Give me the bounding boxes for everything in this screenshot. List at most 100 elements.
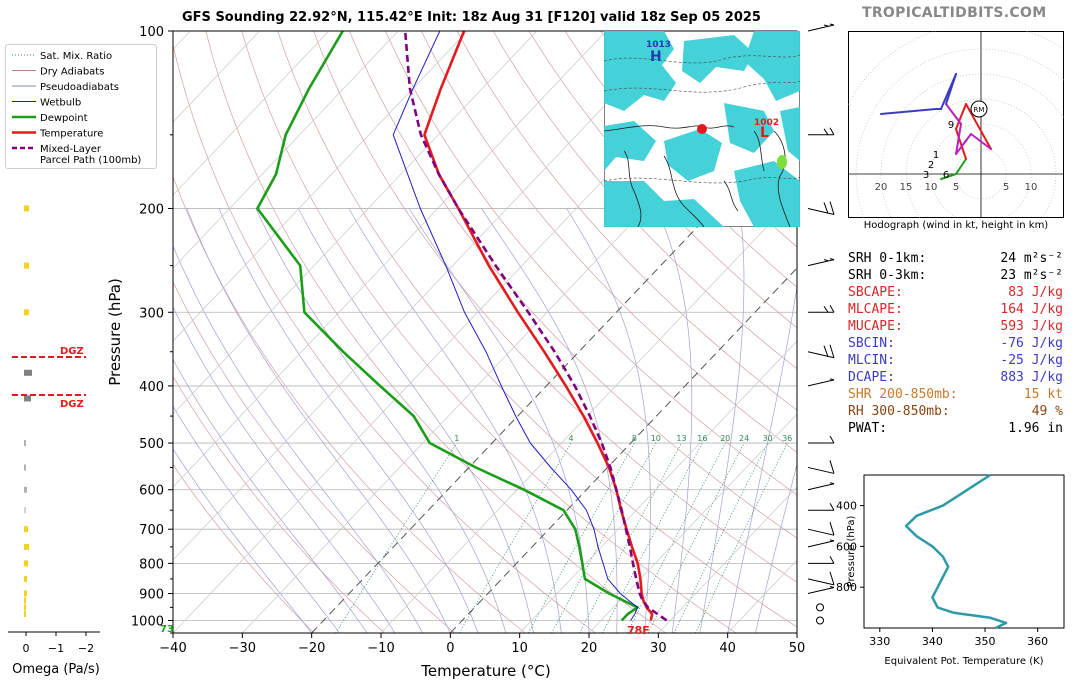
storm-motion-marker xyxy=(970,100,988,118)
wind-barb xyxy=(808,305,835,313)
stat-value: 1.96 in xyxy=(1008,421,1063,436)
plot-frame xyxy=(172,30,798,634)
coastlines xyxy=(604,125,791,227)
legend-label: Dewpoint xyxy=(40,113,88,124)
x-tick-label: 20 xyxy=(581,641,598,656)
hodograph-segment xyxy=(955,103,967,130)
theta-e-x-tick: 330 xyxy=(869,635,890,648)
stat-label: MUCAPE: xyxy=(848,319,903,334)
mixing-ratio-label: 8 xyxy=(632,434,637,443)
wind-barb xyxy=(807,482,835,491)
stat-label: SRH 0-3km: xyxy=(848,268,927,283)
low-pressure-value: 1002 xyxy=(754,118,779,128)
hodograph-segment xyxy=(965,103,992,150)
mixing-ratio-label: 36 xyxy=(782,434,792,443)
series-dewpoint xyxy=(256,31,639,622)
stat-label: SBCIN: xyxy=(848,336,895,351)
stat-label: RH 300-850mb: xyxy=(848,404,950,419)
dry-adiabat xyxy=(205,31,666,633)
isotherm xyxy=(173,31,607,488)
wind-barb xyxy=(807,571,835,586)
mixing-ratio-line xyxy=(647,442,745,633)
wind-barb xyxy=(807,201,835,215)
isotherm xyxy=(173,31,468,342)
x-tick-label: 0 xyxy=(446,641,454,656)
map-inset: 1013 H 1002 L xyxy=(604,31,800,227)
dry-adiabat xyxy=(564,31,797,288)
background-lines xyxy=(173,31,797,633)
pseudoadiabat xyxy=(656,208,693,633)
dry-adiabat xyxy=(173,463,315,633)
wind-barb xyxy=(807,344,835,359)
stat-value: 15 kt xyxy=(1023,387,1063,402)
stat-label: SHR 200-850mb: xyxy=(848,387,958,402)
legend-item: Sat. Mix. Ratio xyxy=(12,51,112,62)
omega-bar xyxy=(24,369,32,376)
dry-adiabat xyxy=(420,31,797,453)
mixing-ratio-label: 13 xyxy=(676,434,686,443)
stat-row: SRH 0-3km: 23 m²s⁻² xyxy=(848,267,1063,284)
x-tick-label: 40 xyxy=(719,641,736,656)
mixing-ratio-line xyxy=(627,442,726,633)
stat-label: MLCIN: xyxy=(848,353,895,368)
stat-value: 49 % xyxy=(1031,404,1063,419)
legend-item: Wetbulb xyxy=(12,98,81,109)
stat-row: MLCIN: -25 J/kg xyxy=(848,352,1063,369)
theta-e-ylabel: Pressure (hPa) xyxy=(846,516,857,588)
stat-label: PWAT: xyxy=(848,421,888,436)
omega-bar xyxy=(24,395,31,402)
convective-cell xyxy=(777,155,787,169)
y-axis-label: Pressure (hPa) xyxy=(106,278,124,386)
isotherm xyxy=(658,486,797,633)
legend-label: Sat. Mix. Ratio xyxy=(40,51,112,62)
legend-label: Mixed-Layer xyxy=(40,144,102,155)
x-tick-label: −10 xyxy=(367,641,394,656)
x-tick-label: −40 xyxy=(159,641,186,656)
stat-row: SBCIN: -76 J/kg xyxy=(848,335,1063,352)
legend-swatches: Sat. Mix. Ratio Dry Adiabats Pseudoadiabat… xyxy=(12,51,141,166)
stat-row: SRH 0-1km: 24 m²s⁻² xyxy=(848,250,1063,267)
hodograph-segment xyxy=(940,73,957,110)
wind-barb xyxy=(807,522,835,536)
stat-row: SBCAPE: 83 J/kg xyxy=(848,284,1063,301)
mixing-ratio-label: 30 xyxy=(763,434,773,443)
mixing-ratio-labels: 1 4 8 10 13 16 20 24 30 36 xyxy=(454,434,792,443)
stat-row: DCAPE: 883 J/kg xyxy=(848,369,1063,386)
dgz-label-top: DGZ xyxy=(60,346,84,357)
pseudoadiabat xyxy=(755,462,797,633)
axes: −40 −30 −20 −10 0 10 20 30 40 50 100 200 300 400 500 60… xyxy=(131,25,805,656)
chart-title: GFS Sounding 22.92°N, 115.42°E Init: 18z… xyxy=(182,10,761,25)
stat-label: DCAPE: xyxy=(848,370,895,385)
dry-adiabat xyxy=(173,281,456,633)
x-tick-label: 30 xyxy=(650,641,667,656)
hodograph-segment xyxy=(955,123,962,155)
mixing-ratio-label: 1 xyxy=(454,434,459,443)
theta-e-profile: 330 340 350 360 400 600 800 Equivalent Pot. Tem… xyxy=(836,473,1065,667)
precip-shading xyxy=(604,31,800,227)
wind-barb xyxy=(807,539,835,548)
hodograph-segment xyxy=(970,133,992,150)
hodograph-axis-label: 20 xyxy=(875,182,888,193)
omega-bar xyxy=(24,575,27,582)
omega-panel: DGZ DGZ 0 −1 −2 Omega (Pa/s) xyxy=(8,205,100,677)
omega-tick: −2 xyxy=(78,642,94,655)
wind-barb xyxy=(816,603,824,612)
theta-e-x-tick: 340 xyxy=(922,635,943,648)
wind-barb xyxy=(808,502,835,511)
hodograph-height-label: 1 xyxy=(933,150,939,161)
y-tick-label: 200 xyxy=(139,202,164,217)
theta-e-y-tick: 600 xyxy=(836,540,857,553)
profiles xyxy=(256,31,668,622)
stat-value: 23 m²s⁻² xyxy=(1000,268,1063,283)
stat-label: MLCAPE: xyxy=(848,302,903,317)
hodograph: 20 15 10 5 5 10 RM 123 6 9 xyxy=(848,31,1064,218)
pseudoadiabat xyxy=(218,208,479,633)
legend-item: Dewpoint xyxy=(12,113,88,124)
stat-label: SBCAPE: xyxy=(848,285,903,300)
legend: Sat. Mix. Ratio Dry Adiabats Pseudoadiabat… xyxy=(5,44,157,169)
mixing-ratio-label: 10 xyxy=(651,434,661,443)
y-tick-label: 900 xyxy=(139,588,164,603)
mixing-ratio-line xyxy=(579,442,682,633)
y-tick-label: 500 xyxy=(139,437,164,452)
